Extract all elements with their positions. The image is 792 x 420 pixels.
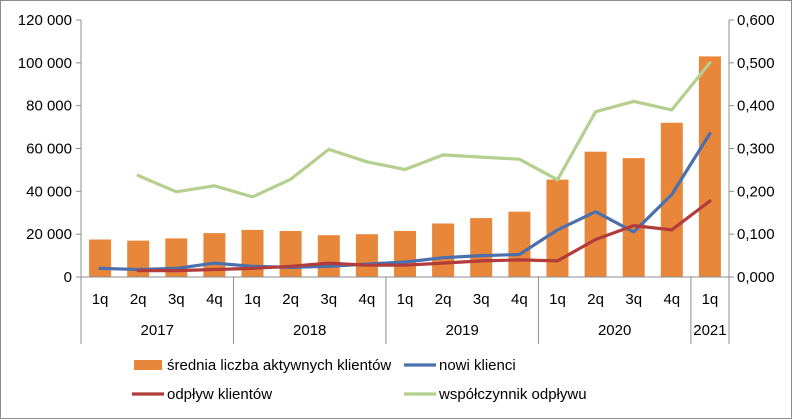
category-label: 2q (130, 291, 147, 308)
right-tick-label: 0,500 (737, 55, 775, 72)
bar-srednia-liczba-aktywnych-klientow-13 (584, 151, 607, 277)
bar-srednia-liczba-aktywnych-klientow-16 (698, 56, 721, 278)
category-label: 1q (244, 291, 261, 308)
left-tick-label: 120 000 (18, 12, 72, 29)
category-label: 4q (663, 291, 680, 308)
year-label: 2017 (141, 322, 174, 339)
lines-group (98, 61, 712, 273)
category-label: 1q (549, 291, 566, 308)
legend-swatch-srednia-liczba-aktywnych-klientow (134, 360, 162, 370)
right-tick-label: 0,000 (737, 269, 775, 286)
right-axis-labels: 0,000 0,100 0,200 0,300 0,400 0,500 0,600 (737, 12, 775, 286)
left-tick-label: 100 000 (18, 55, 72, 72)
category-label: 3q (320, 291, 337, 308)
category-label: 4q (359, 291, 376, 308)
legend-label-srednia-liczba-aktywnych-klientow: średnia liczba aktywnych klientów (167, 357, 391, 374)
right-tick-label: 0,600 (737, 12, 775, 29)
category-axis-labels: 1q 2q 3q 4q 1q 2q 3q 4q 1q 2q 3q 4q 1q 2q 3q 4q 1q 2017 20… (92, 291, 727, 339)
right-tick-label: 0,100 (737, 226, 775, 243)
bar-srednia-liczba-aktywnych-klientow-3 (203, 233, 226, 277)
left-tick-label: 0 (64, 269, 72, 286)
category-label: 2q (435, 291, 452, 308)
category-label: 3q (473, 291, 490, 308)
line-nowi-klienci (98, 131, 712, 272)
year-label: 2021 (693, 322, 726, 339)
bar-srednia-liczba-aktywnych-klientow-15 (660, 122, 683, 277)
category-label: 1q (92, 291, 109, 308)
category-label: 2q (587, 291, 604, 308)
legend: średnia liczba aktywnych klientów nowi kl… (132, 357, 587, 403)
right-tick-label: 0,400 (737, 98, 775, 115)
right-tick-label: 0,300 (737, 141, 775, 158)
bar-srednia-liczba-aktywnych-klientow-7 (355, 234, 378, 277)
bar-srednia-liczba-aktywnych-klientow-9 (432, 223, 455, 277)
category-label: 3q (168, 291, 185, 308)
left-tick-label: 40 000 (26, 183, 72, 200)
bars-group (89, 56, 721, 278)
category-label: 3q (625, 291, 642, 308)
bar-srednia-liczba-aktywnych-klientow-11 (508, 211, 531, 277)
bar-srednia-liczba-aktywnych-klientow-8 (394, 231, 416, 277)
axes-group (76, 19, 734, 344)
year-label: 2019 (445, 322, 478, 339)
bar-srednia-liczba-aktywnych-klientow-14 (622, 158, 645, 277)
bar-srednia-liczba-aktywnych-klientow-6 (317, 235, 340, 277)
bar-srednia-liczba-aktywnych-klientow-0 (89, 239, 112, 277)
line-odplyw-klientow (136, 199, 712, 273)
category-label: 4q (206, 291, 223, 308)
right-tick-label: 0,200 (737, 183, 775, 200)
bar-srednia-liczba-aktywnych-klientow-10 (470, 218, 493, 277)
year-label: 2018 (293, 322, 326, 339)
left-tick-label: 20 000 (26, 226, 72, 243)
legend-label-wspolczynnik-odplywu: współczynnik odpływu (438, 386, 587, 403)
left-axis-labels: 0 20 000 40 000 60 000 80 000 100 000 120 000 (18, 12, 72, 286)
legend-label-nowi-klienci: nowi klienci (439, 357, 516, 374)
left-tick-label: 80 000 (26, 98, 72, 115)
year-label: 2020 (598, 322, 631, 339)
category-label: 1q (397, 291, 414, 308)
bar-srednia-liczba-aktywnych-klientow-5 (279, 231, 302, 277)
line-wspolczynnik-odplywu (136, 61, 712, 199)
left-tick-label: 60 000 (26, 141, 72, 158)
category-label: 4q (511, 291, 528, 308)
category-label: 1q (702, 291, 719, 308)
legend-label-odplyw-klientow: odpływ klientów (167, 386, 272, 403)
category-label: 2q (282, 291, 299, 308)
